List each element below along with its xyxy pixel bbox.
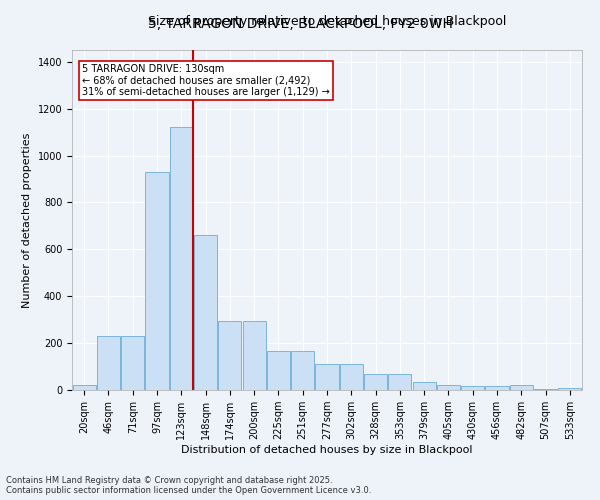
- Text: 5, TARRAGON DRIVE, BLACKPOOL, FY2 0WH: 5, TARRAGON DRIVE, BLACKPOOL, FY2 0WH: [148, 18, 452, 32]
- Text: 5 TARRAGON DRIVE: 130sqm
← 68% of detached houses are smaller (2,492)
31% of sem: 5 TARRAGON DRIVE: 130sqm ← 68% of detach…: [82, 64, 330, 97]
- X-axis label: Distribution of detached houses by size in Blackpool: Distribution of detached houses by size …: [181, 445, 473, 455]
- Bar: [534, 389, 557, 390]
- Bar: [559, 388, 581, 390]
- Bar: [364, 374, 387, 390]
- Bar: [461, 386, 484, 390]
- Bar: [121, 336, 144, 390]
- Bar: [194, 235, 217, 390]
- Bar: [510, 386, 533, 390]
- Bar: [340, 364, 363, 390]
- Bar: [388, 374, 412, 390]
- Bar: [97, 336, 120, 390]
- Bar: [170, 128, 193, 390]
- Bar: [267, 352, 290, 390]
- Bar: [291, 352, 314, 390]
- Bar: [145, 172, 169, 390]
- Bar: [218, 321, 241, 390]
- Bar: [413, 382, 436, 390]
- Title: Size of property relative to detached houses in Blackpool: Size of property relative to detached ho…: [148, 15, 506, 28]
- Bar: [73, 386, 95, 390]
- Bar: [316, 364, 338, 390]
- Bar: [437, 386, 460, 390]
- Y-axis label: Number of detached properties: Number of detached properties: [22, 132, 32, 308]
- Bar: [242, 321, 266, 390]
- Text: Contains HM Land Registry data © Crown copyright and database right 2025.
Contai: Contains HM Land Registry data © Crown c…: [6, 476, 371, 495]
- Bar: [485, 386, 509, 390]
